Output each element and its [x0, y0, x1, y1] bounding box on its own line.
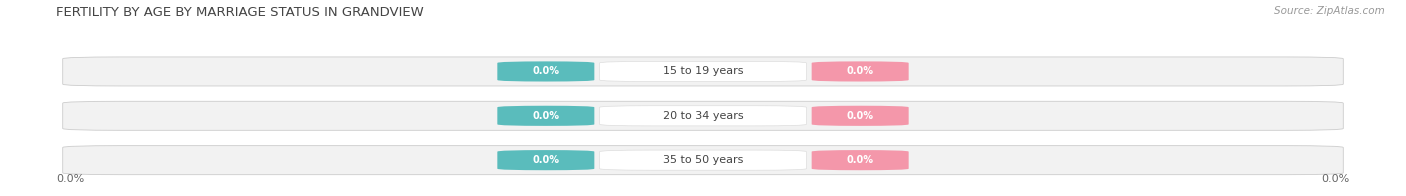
- Text: 0.0%: 0.0%: [533, 155, 560, 165]
- FancyBboxPatch shape: [63, 101, 1343, 130]
- Text: 0.0%: 0.0%: [846, 66, 873, 76]
- FancyBboxPatch shape: [811, 61, 908, 82]
- Text: FERTILITY BY AGE BY MARRIAGE STATUS IN GRANDVIEW: FERTILITY BY AGE BY MARRIAGE STATUS IN G…: [56, 6, 425, 19]
- FancyBboxPatch shape: [498, 106, 595, 126]
- Text: 0.0%: 0.0%: [1322, 174, 1350, 184]
- Text: 0.0%: 0.0%: [846, 111, 873, 121]
- FancyBboxPatch shape: [811, 150, 908, 170]
- Text: 35 to 50 years: 35 to 50 years: [662, 155, 744, 165]
- FancyBboxPatch shape: [498, 150, 595, 170]
- Text: Source: ZipAtlas.com: Source: ZipAtlas.com: [1274, 6, 1385, 16]
- Text: 15 to 19 years: 15 to 19 years: [662, 66, 744, 76]
- Text: 0.0%: 0.0%: [533, 111, 560, 121]
- Text: 20 to 34 years: 20 to 34 years: [662, 111, 744, 121]
- FancyBboxPatch shape: [498, 61, 595, 82]
- FancyBboxPatch shape: [599, 61, 807, 82]
- FancyBboxPatch shape: [63, 57, 1343, 86]
- FancyBboxPatch shape: [599, 150, 807, 170]
- FancyBboxPatch shape: [811, 106, 908, 126]
- FancyBboxPatch shape: [63, 146, 1343, 175]
- Text: 0.0%: 0.0%: [533, 66, 560, 76]
- Text: 0.0%: 0.0%: [846, 155, 873, 165]
- Text: 0.0%: 0.0%: [56, 174, 84, 184]
- FancyBboxPatch shape: [599, 106, 807, 126]
